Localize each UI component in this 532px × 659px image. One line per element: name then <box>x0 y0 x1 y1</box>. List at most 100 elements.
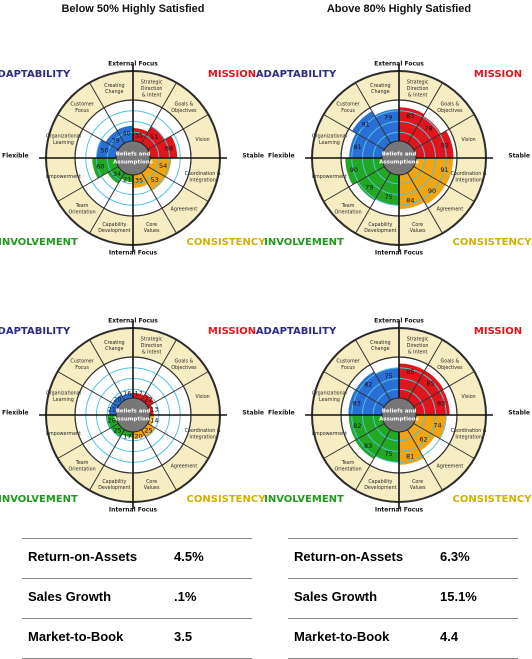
segment-label: Development <box>364 485 396 491</box>
data-wedge <box>145 158 172 178</box>
segment-label: Learning <box>319 140 340 146</box>
axis-label-right: Stable <box>508 153 530 160</box>
score-label: 22 <box>144 395 152 403</box>
segment-label: Creating <box>370 83 390 89</box>
segment-label: Creating <box>104 83 124 89</box>
data-wedge <box>411 389 450 415</box>
center-label: Beliefs and <box>382 409 417 415</box>
score-label: 83 <box>353 400 361 408</box>
score-label: 28 <box>108 417 116 425</box>
segment-divider <box>89 170 126 233</box>
segment-label: Focus <box>75 365 89 371</box>
data-wedge <box>105 130 126 151</box>
score-label: 21 <box>108 405 116 413</box>
score-label: 85 <box>426 379 434 387</box>
trait-label-adaptability: ADAPTABILITY <box>0 326 71 337</box>
segment-divider <box>58 114 121 151</box>
segment-label: Team <box>341 203 355 209</box>
segment-label: Agreement <box>171 206 198 212</box>
axis-label-top: External Focus <box>108 318 158 325</box>
right-panel-title: Above 80% Highly Satisfied <box>326 3 472 15</box>
score-label: 83 <box>437 400 445 408</box>
segment-label: Capability <box>368 222 392 228</box>
score-label: 91 <box>440 166 448 174</box>
trait-label-mission: MISSION <box>208 69 256 80</box>
segment-label: Core <box>146 222 157 228</box>
score-label: 54 <box>159 162 167 170</box>
trait-label-consistency: CONSISTENCY <box>453 237 532 248</box>
segment-label: Integration <box>455 177 481 183</box>
segment-divider <box>140 83 177 146</box>
metric-label: Market-to-Book <box>294 629 390 644</box>
segment-divider <box>58 422 121 459</box>
segment-label: Vision <box>461 137 475 143</box>
segment-label: Core <box>146 479 157 485</box>
score-label: 81 <box>353 143 361 151</box>
segment-divider <box>145 114 208 151</box>
segment-divider <box>58 165 121 202</box>
segment-label: Development <box>98 485 130 491</box>
center-label: Assumptions <box>113 160 154 166</box>
segment-label: Values <box>410 228 426 234</box>
segment-divider <box>411 422 474 459</box>
segment-label: Empowerment <box>46 431 81 437</box>
trait-label-consistency: CONSISTENCY <box>187 237 267 248</box>
score-label: 21 <box>123 175 131 183</box>
metrics-table-above: Return-on-Assets 6.3% Sales Growth 15.1%… <box>288 538 518 659</box>
segment-label: Agreement <box>171 463 198 469</box>
axis-label-bottom: Internal Focus <box>109 250 158 257</box>
segment-label: Objectives <box>437 108 463 114</box>
metric-value: 4.4 <box>440 629 459 644</box>
score-label: 83 <box>364 442 372 450</box>
segment-label: Coordination & <box>185 171 221 177</box>
segment-label: Integration <box>189 177 215 183</box>
axis-label-top: External Focus <box>374 61 424 68</box>
data-wedge <box>140 165 166 191</box>
segment-label: Change <box>371 89 389 95</box>
segment-label: Customer <box>70 358 93 364</box>
metric-row-roa: Return-on-Assets 4.5% <box>22 538 252 579</box>
center-core <box>381 140 417 176</box>
score-label: 53 <box>151 176 159 184</box>
data-wedge <box>406 422 436 452</box>
segment-label: Strategic <box>141 337 163 343</box>
center-label: Assumptions <box>379 160 420 166</box>
score-label: 62 <box>419 436 427 444</box>
segment-divider <box>140 170 177 233</box>
segment-label: Development <box>364 228 396 234</box>
metric-row-sales-growth: Sales Growth 15.1% <box>288 579 518 619</box>
segment-label: Values <box>410 485 426 491</box>
score-label: 75 <box>384 450 392 458</box>
score-label: 82 <box>364 380 372 388</box>
segment-divider <box>411 165 474 202</box>
segment-label: Goals & <box>441 358 460 364</box>
score-label: 84 <box>406 197 414 205</box>
score-label: 79 <box>365 184 373 192</box>
axis-label-left: Flexible <box>268 410 295 417</box>
metric-value: 6.3% <box>440 549 470 564</box>
trait-label-adaptability: ADAPTABILITY <box>0 69 71 80</box>
data-wedge <box>375 367 399 403</box>
score-label: 83 <box>406 112 414 120</box>
segment-label: Change <box>105 346 123 352</box>
segment-label: Values <box>144 485 160 491</box>
axis-label-right: Stable <box>242 410 264 417</box>
segment-label: Learning <box>319 397 340 403</box>
segment-label: Integration <box>189 434 215 440</box>
segment-label: Empowerment <box>312 174 347 180</box>
trait-label-consistency: CONSISTENCY <box>187 494 267 505</box>
segment-divider <box>89 340 126 403</box>
axis-label-right: Stable <box>242 153 264 160</box>
trait-label-adaptability: ADAPTABILITY <box>256 326 337 337</box>
trait-label-involvement: INVOLVEMENT <box>0 237 78 248</box>
score-label: 90 <box>428 187 436 195</box>
segment-label: Orientation <box>335 210 362 216</box>
segment-label: Coordination & <box>451 171 487 177</box>
segment-label: Organizational <box>46 134 81 140</box>
axis-label-left: Flexible <box>2 153 29 160</box>
segment-label: Coordination & <box>185 428 221 434</box>
trait-label-involvement: INVOLVEMENT <box>264 494 344 505</box>
axis-label-bottom: Internal Focus <box>109 507 158 514</box>
score-label: 75 <box>384 372 392 380</box>
